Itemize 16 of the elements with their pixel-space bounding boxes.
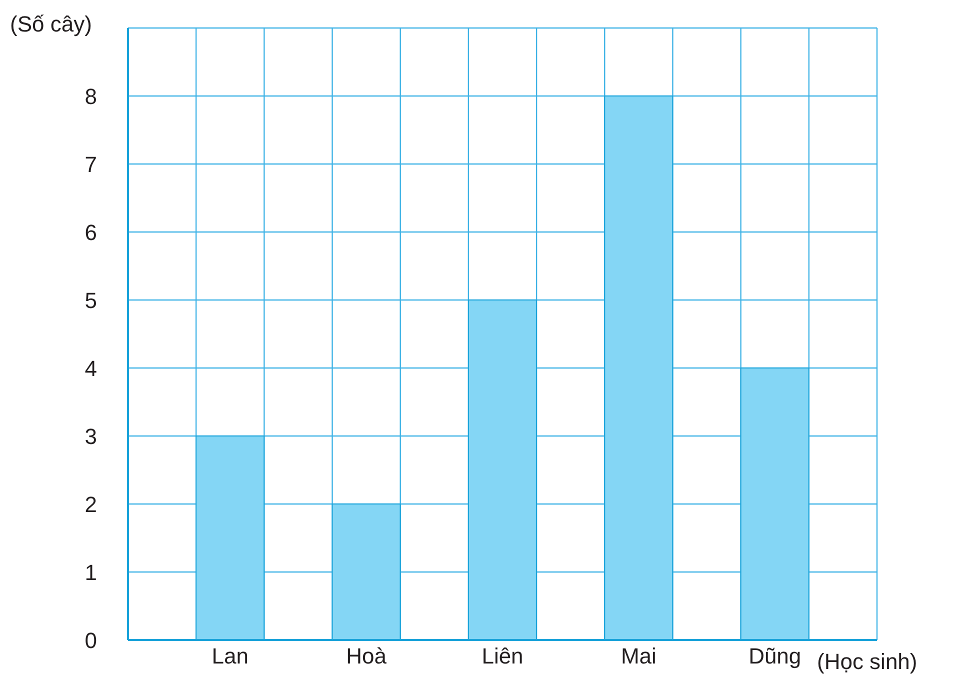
y-tick-label: 1 xyxy=(84,560,97,585)
y-tick-label: 6 xyxy=(84,220,97,245)
y-tick-label: 0 xyxy=(84,628,97,653)
x-axis-title: (Học sinh) xyxy=(817,648,918,674)
y-tick-label: 4 xyxy=(84,356,97,381)
y-tick-label: 8 xyxy=(84,84,97,109)
x-tick-label: Lan xyxy=(212,644,248,669)
y-tick-label: 5 xyxy=(84,288,97,313)
x-tick-label: Liên xyxy=(482,644,524,669)
x-tick-label: Hoà xyxy=(346,644,388,669)
x-tick-label: Dũng xyxy=(748,644,802,669)
y-axis-title: (Số cây) xyxy=(10,12,92,37)
y-tick-label: 7 xyxy=(84,152,97,177)
y-tick-label: 2 xyxy=(84,492,97,517)
x-tick-label: Mai xyxy=(620,644,656,669)
y-tick-label: 3 xyxy=(84,424,97,449)
